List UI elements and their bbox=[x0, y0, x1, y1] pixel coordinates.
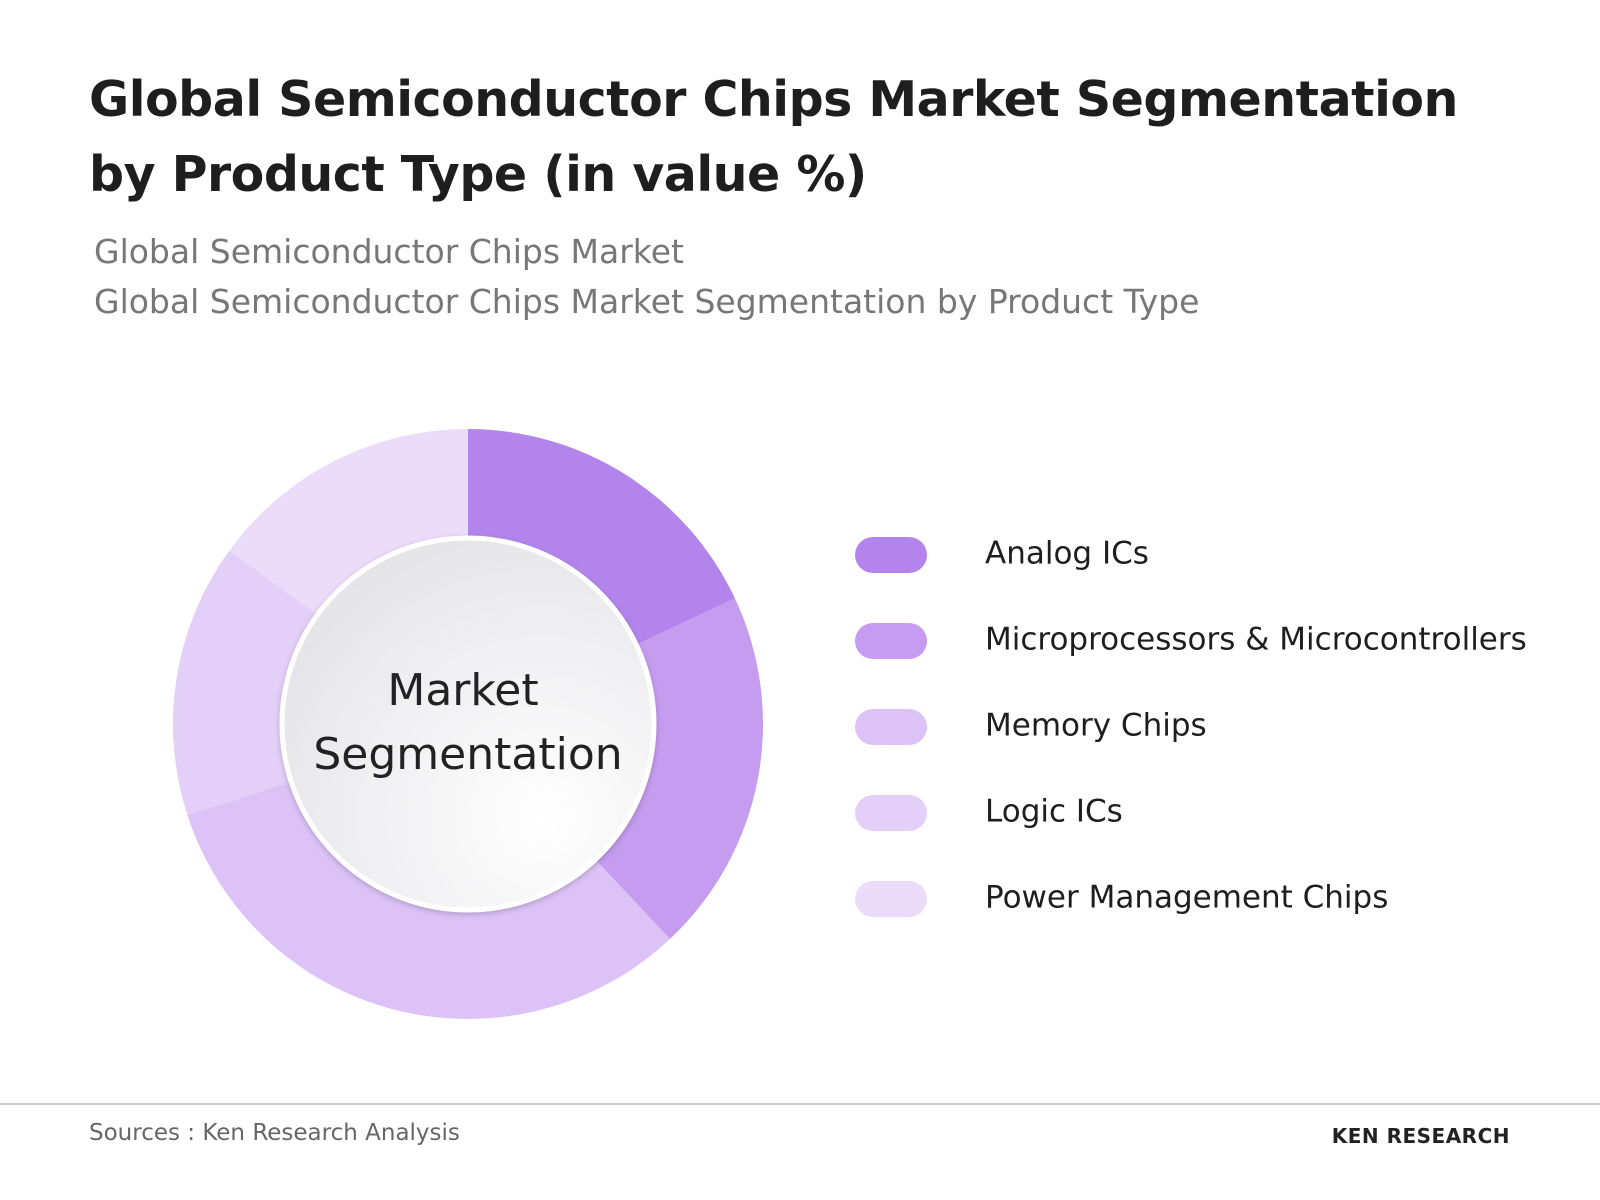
legend-swatch bbox=[855, 881, 927, 917]
legend-label: Logic ICs bbox=[985, 794, 1123, 830]
legend-label: Memory Chips bbox=[985, 708, 1207, 744]
legend-swatch bbox=[855, 709, 927, 745]
subtitle: Global Semiconductor Chips Market bbox=[94, 232, 684, 271]
center-label: Segmentation bbox=[313, 729, 622, 780]
chart: Market Segmentation Analog ICs Microproce… bbox=[172, 429, 1527, 1019]
footer-rule bbox=[0, 1103, 1600, 1105]
legend-swatch bbox=[855, 623, 927, 659]
legend-label: Power Management Chips bbox=[985, 880, 1388, 916]
center-label: Market bbox=[387, 665, 538, 716]
legend-label: Analog ICs bbox=[985, 536, 1149, 572]
slice bbox=[468, 429, 735, 661]
source: Sources : Ken Research Analysis bbox=[89, 1120, 460, 1146]
legend-label: Microprocessors & Microcontrollers bbox=[985, 622, 1527, 658]
legend-swatch bbox=[855, 537, 927, 573]
chart-title: Global Semiconductor Chips Market Segmen… bbox=[89, 71, 1458, 203]
legend-swatch bbox=[855, 795, 927, 831]
subtitle: Global Semiconductor Chips Market Segmen… bbox=[94, 282, 1200, 321]
logo: KEN RESEARCH bbox=[1331, 1124, 1510, 1148]
center-circle bbox=[279, 535, 657, 913]
